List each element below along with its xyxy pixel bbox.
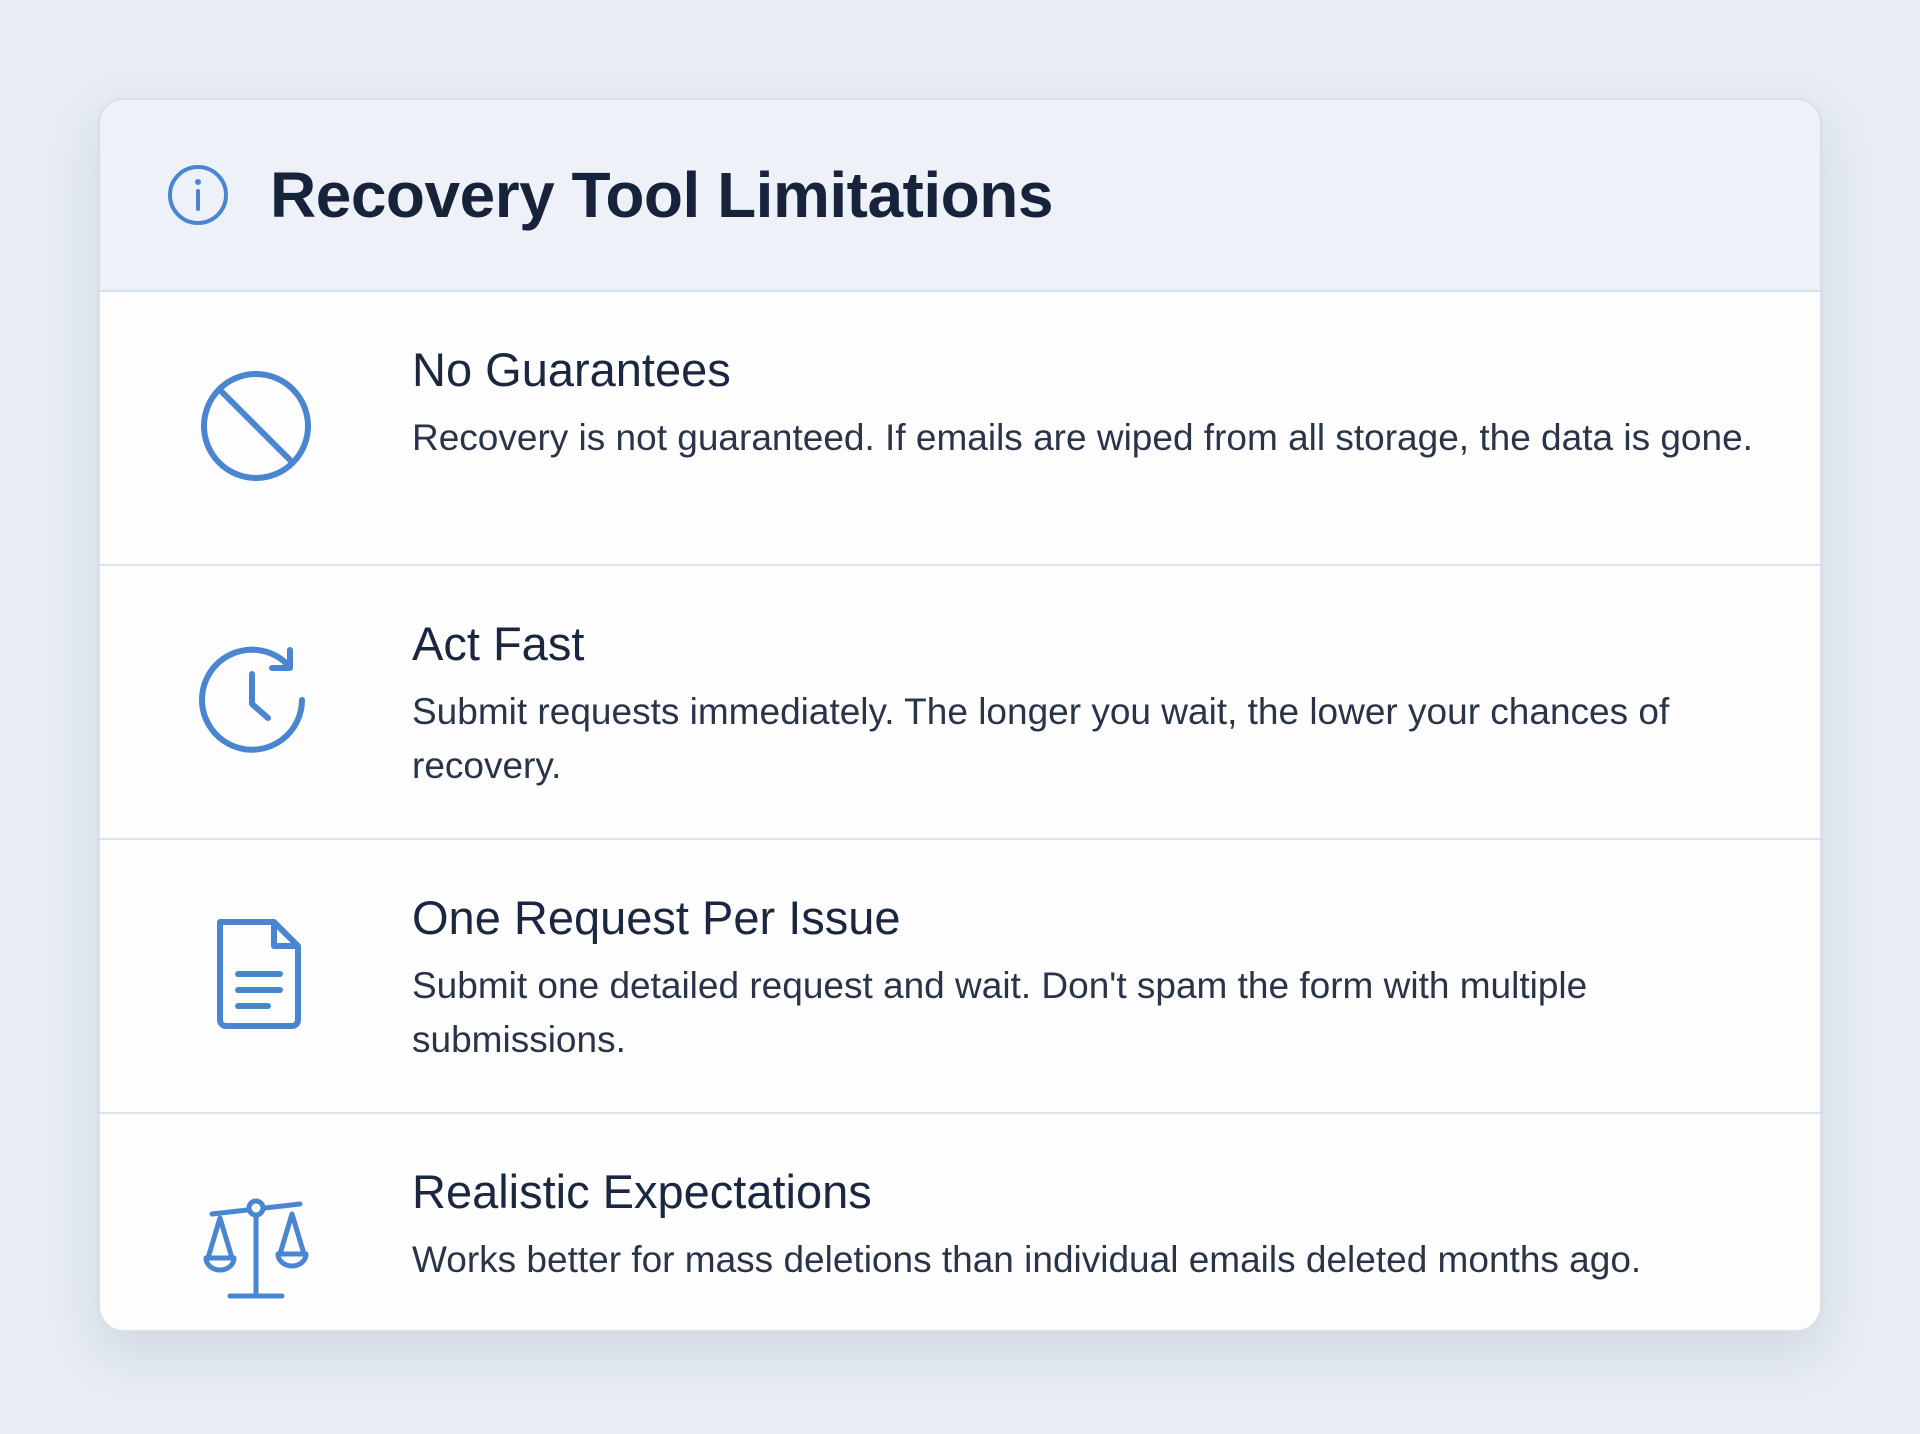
document-icon: [217, 919, 301, 1029]
item-description: Submit one detailed request and wait. Do…: [412, 965, 1588, 1060]
list-item: Realistic Expectations Works better for …: [100, 1114, 1820, 1306]
item-title: Act Fast: [412, 617, 585, 670]
list-item: Act Fast Submit requests immediately. Th…: [100, 566, 1820, 840]
limitations-card: Recovery Tool Limitations No Guarantees …: [98, 98, 1822, 1332]
no-entry-icon: [201, 371, 311, 481]
clock-refresh-icon: [199, 646, 305, 753]
page-title: Recovery Tool Limitations: [270, 159, 1053, 231]
item-title: One Request Per Issue: [412, 891, 901, 944]
card-header: Recovery Tool Limitations: [100, 100, 1820, 292]
list-item: No Guarantees Recovery is not guaranteed…: [100, 292, 1820, 566]
info-icon: [168, 165, 228, 225]
list-item: One Request Per Issue Submit one detaile…: [100, 840, 1820, 1114]
scales-icon: [203, 1198, 309, 1299]
item-title: Realistic Expectations: [412, 1165, 872, 1218]
item-description: Works better for mass deletions than ind…: [412, 1239, 1642, 1280]
item-title: No Guarantees: [412, 343, 731, 396]
item-description: Submit requests immediately. The longer …: [412, 691, 1670, 786]
item-description: Recovery is not guaranteed. If emails ar…: [412, 417, 1753, 458]
